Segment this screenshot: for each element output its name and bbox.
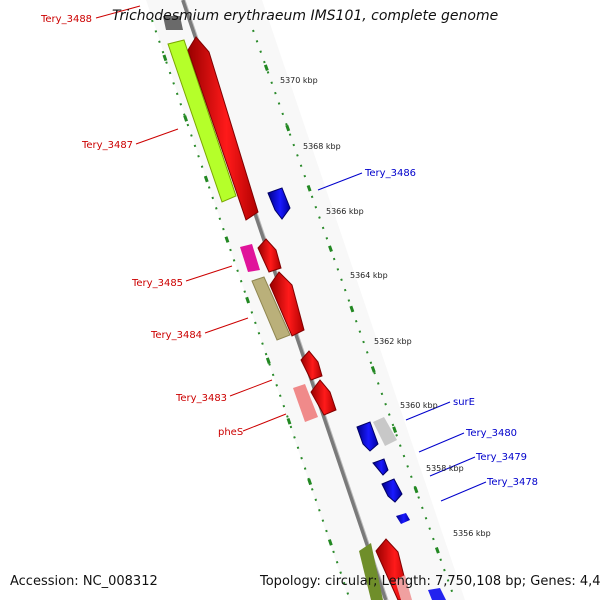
gene-arrow-tery-3479 bbox=[372, 458, 389, 476]
gene-bar-phes-pink bbox=[293, 384, 318, 422]
scale-tick bbox=[392, 426, 398, 433]
map-title: Trichodesmium erythraeum IMS101, complet… bbox=[112, 8, 499, 24]
reverse-gene-bars bbox=[267, 187, 446, 600]
gene-bar-tery-3487-green bbox=[167, 39, 237, 203]
gene-label-tery-3486: Tery_3486 bbox=[364, 168, 416, 179]
gene-label-tery-3484: Tery_3484 bbox=[150, 330, 202, 341]
scale-tick bbox=[245, 296, 251, 304]
scale-label-5362: 5362 kbp bbox=[374, 337, 412, 346]
scale-tick bbox=[306, 185, 312, 192]
gene-bar-tery-3488 bbox=[163, 16, 183, 30]
scale-tick bbox=[183, 115, 188, 122]
gene-label-tery-3488: Tery_3488 bbox=[40, 14, 92, 25]
scale-tick bbox=[162, 54, 168, 62]
scale-tick bbox=[203, 175, 209, 183]
gene-label-phes: pheS bbox=[218, 427, 243, 438]
gene-arrow-phes bbox=[310, 379, 337, 416]
gene-bar-bottom-blue bbox=[428, 588, 446, 600]
leader-lines bbox=[95, 5, 487, 502]
scale-tick bbox=[327, 539, 333, 546]
scale-tick bbox=[307, 478, 313, 486]
scale-ticks bbox=[162, 54, 440, 554]
gene-arrow-tery-3480 bbox=[356, 421, 379, 452]
gene-label-tery-3478: Tery_3478 bbox=[486, 477, 538, 488]
scale-tick bbox=[370, 365, 376, 373]
gene-bar-tery-3484-olive bbox=[251, 276, 291, 341]
gene-bars bbox=[163, 16, 412, 601]
scale-tick bbox=[265, 357, 271, 365]
scale-label-5356: 5356 kbp bbox=[453, 529, 491, 538]
gene-label-sure: surE bbox=[453, 397, 475, 408]
gene-bar-bottom-olive bbox=[359, 543, 383, 600]
gene-arrow-tery-3487 bbox=[187, 36, 259, 221]
gene-arrow-tery-3478 bbox=[381, 478, 403, 503]
scale-tick bbox=[434, 546, 440, 554]
scale-tick bbox=[286, 417, 292, 425]
scale-tick bbox=[328, 245, 333, 253]
scale-label-5368: 5368 kbp bbox=[303, 142, 341, 151]
accession-text: Accession: NC_008312 bbox=[10, 574, 158, 589]
scale-tick bbox=[263, 64, 269, 72]
scale-label-5366: 5366 kbp bbox=[326, 207, 364, 216]
gene-arrow-tery-3485 bbox=[257, 238, 282, 273]
gene-bar-bottom-pink bbox=[395, 575, 412, 600]
scale-label-5364: 5364 kbp bbox=[350, 271, 388, 280]
gene-label-tery-3480: Tery_3480 bbox=[465, 428, 517, 439]
gene-arrow-tery-3486 bbox=[267, 187, 291, 220]
scale-tick bbox=[224, 236, 230, 243]
scale-tick bbox=[413, 486, 419, 494]
scale-tick bbox=[285, 124, 291, 132]
gene-label-tery-3483: Tery_3483 bbox=[175, 393, 227, 404]
scale-label-5370: 5370 kbp bbox=[280, 76, 318, 85]
scale-track-right bbox=[252, 29, 456, 601]
gene-label-tery-3487: Tery_3487 bbox=[81, 140, 133, 151]
gene-arrow-tery-3483 bbox=[300, 350, 323, 381]
gene-label-tery-3485: Tery_3485 bbox=[131, 278, 183, 289]
gene-arrow-tery-3484 bbox=[269, 271, 305, 337]
scale-label-5358: 5358 kbp bbox=[426, 464, 464, 473]
genome-summary-text: Topology: circular; Length: 7,750,108 bp… bbox=[260, 574, 600, 589]
scale-label-5360: 5360 kbp bbox=[400, 401, 438, 410]
gene-arrow-small-blue bbox=[396, 513, 410, 524]
scale-tick bbox=[349, 305, 355, 313]
gene-bar-tery-3485-pink bbox=[240, 244, 260, 272]
gene-bar-sure-grey bbox=[373, 417, 397, 446]
gene-label-tery-3479: Tery_3479 bbox=[475, 452, 527, 463]
